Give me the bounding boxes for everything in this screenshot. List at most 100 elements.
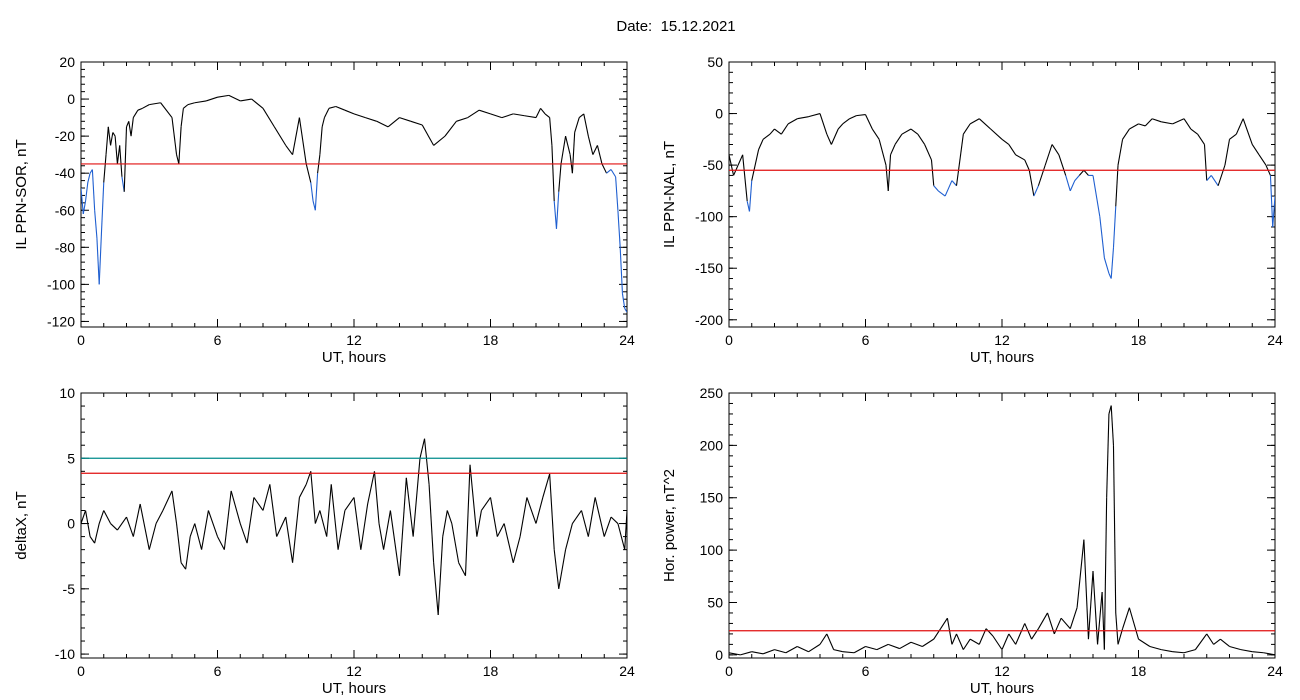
x-tick-label: 12 bbox=[346, 332, 362, 348]
series-segment bbox=[962, 638, 971, 650]
y-tick-label: -80 bbox=[55, 239, 75, 255]
series-segment bbox=[837, 123, 844, 130]
series-segment bbox=[1197, 133, 1205, 145]
series-segment bbox=[344, 497, 355, 511]
series-segment bbox=[603, 516, 612, 537]
series-segment bbox=[285, 516, 294, 563]
series-segment bbox=[478, 109, 491, 115]
series-segment bbox=[826, 133, 832, 145]
series-segment bbox=[112, 132, 116, 137]
series-segment bbox=[398, 477, 407, 576]
series-segment bbox=[446, 510, 453, 524]
y-tick-label: 150 bbox=[700, 490, 724, 506]
series-segment bbox=[1151, 118, 1162, 123]
series-segment bbox=[412, 458, 421, 537]
series-segment bbox=[808, 113, 821, 118]
x-tick-label: 0 bbox=[725, 663, 733, 679]
series-segment bbox=[1001, 138, 1010, 145]
series-segment bbox=[201, 510, 209, 550]
series-segment bbox=[180, 108, 184, 127]
series-segment bbox=[748, 180, 753, 212]
series-segment bbox=[955, 134, 964, 186]
series-segment bbox=[524, 115, 537, 119]
series-segment bbox=[930, 159, 935, 186]
series-segment bbox=[326, 484, 332, 537]
x-tick-label: 18 bbox=[483, 663, 499, 679]
series-segment bbox=[594, 497, 605, 537]
series-segment bbox=[96, 238, 100, 285]
series-segment bbox=[571, 510, 582, 524]
series-segment bbox=[544, 113, 550, 119]
series-segment bbox=[922, 638, 935, 647]
series-segment bbox=[433, 135, 446, 146]
series-segment bbox=[273, 126, 287, 146]
series-segment bbox=[1172, 118, 1185, 125]
series-segment bbox=[376, 120, 389, 128]
series-segment bbox=[194, 523, 203, 550]
series-segment bbox=[419, 438, 426, 459]
series-segment bbox=[592, 145, 598, 155]
series-segment bbox=[298, 117, 307, 165]
series-segment bbox=[1092, 571, 1099, 645]
y-tick-label: 200 bbox=[700, 437, 724, 453]
y-tick-label: 0 bbox=[715, 647, 723, 663]
series-segment bbox=[580, 510, 589, 537]
series-segment bbox=[887, 154, 892, 191]
series-segment bbox=[1252, 651, 1264, 654]
series-segment bbox=[962, 123, 971, 135]
series-segment bbox=[389, 510, 401, 576]
series-segment bbox=[137, 107, 143, 111]
series-segment bbox=[1213, 638, 1221, 645]
series-segment bbox=[558, 163, 562, 192]
series-segment bbox=[490, 113, 503, 119]
x-tick-label: 18 bbox=[1131, 663, 1147, 679]
series-segment bbox=[742, 154, 748, 202]
series-segment bbox=[262, 484, 271, 511]
panel-3: 0 6 12 18 24 10 5 0 -5 -10 UT, hours deltaX, nT bbox=[13, 385, 635, 697]
series-segment bbox=[98, 510, 105, 524]
series-segment bbox=[110, 132, 114, 146]
series-segment bbox=[207, 510, 219, 537]
series-segment bbox=[619, 247, 623, 294]
series-segment bbox=[774, 649, 787, 654]
series-segment bbox=[596, 145, 603, 165]
series-segment bbox=[1242, 118, 1253, 145]
series-segment bbox=[85, 510, 91, 537]
series-segment bbox=[1272, 196, 1275, 228]
series-segment bbox=[458, 562, 466, 577]
series-segment bbox=[1112, 206, 1117, 248]
series-segment bbox=[969, 638, 980, 645]
series-segment bbox=[444, 120, 457, 137]
series-segment bbox=[1008, 633, 1017, 645]
series-segment bbox=[285, 145, 294, 155]
series-segment bbox=[1240, 649, 1253, 653]
series-segment bbox=[535, 108, 542, 118]
series-segment bbox=[1024, 159, 1030, 171]
series-segment bbox=[319, 510, 328, 537]
series-segment bbox=[373, 471, 380, 524]
series-segment bbox=[740, 651, 752, 656]
series-segment bbox=[819, 633, 828, 645]
series-segment bbox=[319, 126, 323, 155]
series-segment bbox=[469, 464, 478, 537]
series-segment bbox=[540, 107, 546, 115]
series-segment bbox=[405, 477, 414, 537]
series-segment bbox=[853, 645, 866, 654]
x-tick-label: 24 bbox=[619, 332, 635, 348]
date-label: Date: bbox=[616, 18, 653, 35]
series-segment bbox=[1251, 144, 1260, 156]
series-segment bbox=[751, 170, 755, 181]
x-tick-label: 18 bbox=[483, 332, 499, 348]
series-segment bbox=[878, 139, 887, 166]
series-segment bbox=[94, 210, 98, 239]
series-segment bbox=[565, 523, 573, 550]
series-segment bbox=[1115, 165, 1119, 207]
series-segment bbox=[617, 523, 626, 550]
series-segment bbox=[187, 102, 195, 106]
y-tick-label: 0 bbox=[67, 91, 75, 107]
series-segment bbox=[1206, 633, 1215, 645]
series-segment bbox=[729, 154, 735, 176]
series-segment bbox=[1122, 607, 1130, 629]
series-segment bbox=[751, 651, 764, 655]
series-segment bbox=[183, 104, 189, 109]
